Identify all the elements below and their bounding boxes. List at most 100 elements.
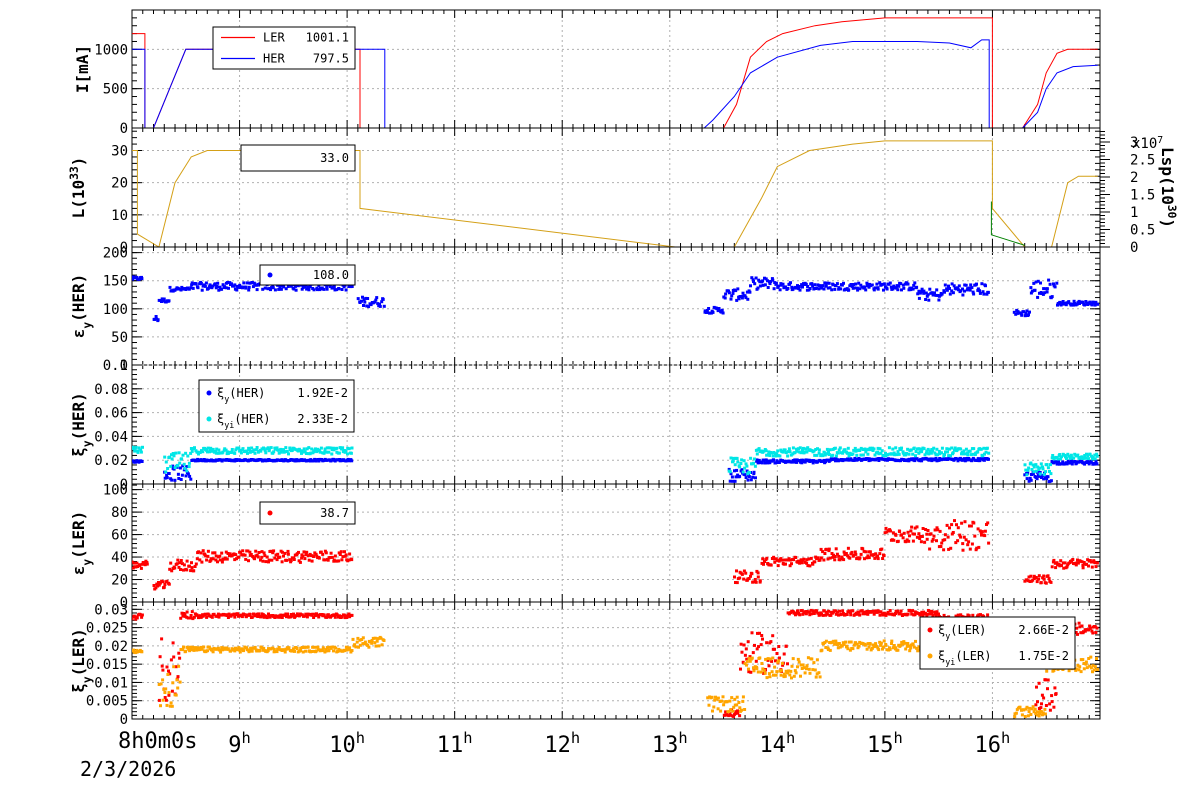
data-point	[323, 558, 326, 561]
data-point	[810, 557, 813, 560]
data-point	[879, 614, 882, 617]
data-point	[907, 283, 910, 286]
data-point	[762, 563, 765, 566]
data-point	[344, 450, 347, 453]
data-point	[871, 284, 874, 287]
data-point	[749, 671, 752, 674]
data-point	[745, 647, 748, 650]
data-point	[900, 533, 903, 536]
y-tick-label: 200	[103, 246, 128, 262]
data-point	[790, 562, 793, 565]
data-point	[1015, 712, 1018, 715]
data-point	[808, 668, 811, 671]
data-point	[242, 281, 245, 284]
data-point	[943, 538, 946, 541]
data-point	[284, 651, 287, 654]
data-point	[172, 641, 175, 644]
data-point	[891, 448, 894, 451]
y-tick-label: 150	[103, 274, 128, 290]
data-point	[173, 479, 176, 482]
data-point	[345, 553, 348, 556]
data-point	[1047, 574, 1050, 577]
data-point	[765, 449, 768, 452]
data-point	[928, 288, 931, 291]
data-point	[191, 566, 194, 569]
data-point	[907, 540, 910, 543]
data-point	[932, 538, 935, 541]
data-point	[915, 450, 918, 453]
data-point	[338, 452, 341, 455]
data-point	[1078, 622, 1081, 625]
data-point	[318, 557, 321, 560]
data-point	[743, 708, 746, 711]
data-point	[1039, 472, 1042, 475]
data-point	[949, 547, 952, 550]
data-point	[736, 696, 739, 699]
data-point	[1035, 686, 1038, 689]
data-point	[1050, 479, 1053, 482]
y-tick-label: 20	[111, 176, 128, 192]
data-point	[216, 560, 219, 563]
data-point	[823, 552, 826, 555]
legend-name: HER	[263, 52, 285, 66]
data-point	[1043, 578, 1046, 581]
data-point	[730, 298, 733, 301]
data-point	[738, 465, 741, 468]
data-point	[753, 458, 756, 461]
y-tick-label: 20	[111, 573, 128, 589]
data-point	[780, 674, 783, 677]
data-point	[920, 540, 923, 543]
data-point	[883, 282, 886, 285]
data-point	[753, 669, 756, 672]
data-point	[761, 461, 764, 464]
data-point	[284, 446, 287, 449]
data-point	[183, 463, 186, 466]
legend-marker	[207, 391, 212, 396]
data-point	[249, 613, 252, 616]
data-point	[218, 555, 221, 558]
data-point	[308, 559, 311, 562]
data-point	[943, 291, 946, 294]
data-point	[975, 283, 978, 286]
data-point	[795, 671, 798, 674]
data-point	[334, 555, 337, 558]
data-point	[908, 534, 911, 537]
data-point	[242, 649, 245, 652]
data-point	[846, 613, 849, 616]
data-point	[181, 474, 184, 477]
data-point	[164, 470, 167, 473]
data-point	[212, 650, 215, 653]
data-point	[1027, 313, 1030, 316]
data-point	[790, 676, 793, 679]
data-point	[854, 553, 857, 556]
data-point	[785, 645, 788, 648]
data-point	[351, 614, 354, 617]
data-point	[772, 458, 775, 461]
data-point	[858, 556, 861, 559]
data-point	[257, 556, 260, 559]
data-point	[979, 292, 982, 295]
data-point	[761, 638, 764, 641]
data-point	[357, 297, 360, 300]
data-point	[939, 545, 942, 548]
data-point	[170, 701, 173, 704]
data-point	[873, 613, 876, 616]
data-point	[1042, 697, 1045, 700]
data-point	[296, 647, 299, 650]
data-point	[1045, 704, 1048, 707]
data-point	[163, 583, 166, 586]
y-axis-label: L(1033)	[68, 157, 89, 219]
data-point	[140, 650, 143, 653]
data-point	[310, 448, 313, 451]
data-point	[1046, 291, 1049, 294]
data-point	[169, 562, 172, 565]
data-point	[801, 561, 804, 564]
data-point	[747, 640, 750, 643]
data-point	[937, 299, 940, 302]
data-point	[718, 307, 721, 310]
data-point	[1064, 561, 1067, 564]
data-point	[864, 550, 867, 553]
data-point	[195, 563, 198, 566]
data-point	[815, 676, 818, 679]
data-point	[768, 454, 771, 457]
